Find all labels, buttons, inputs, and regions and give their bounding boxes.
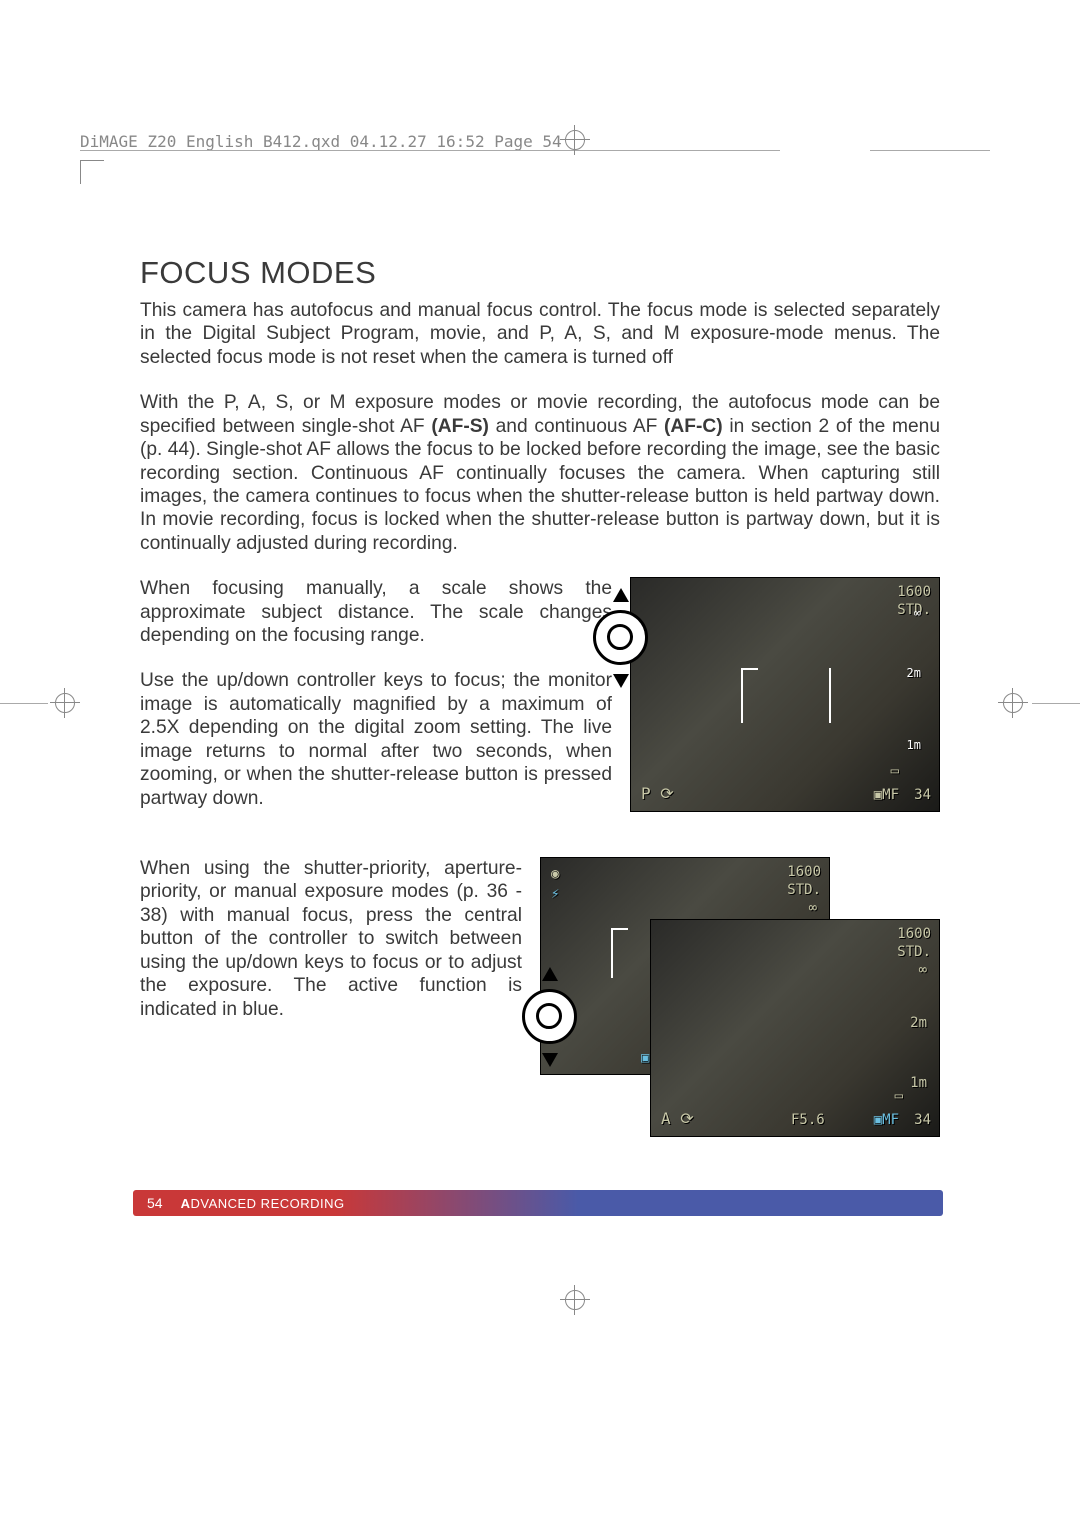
dpad-icon [500,967,600,1067]
quality-indicator: STD. [897,944,931,960]
crop-line [0,703,48,704]
flash-icon: ⚡ [551,886,559,902]
crop-line [1032,703,1080,704]
registration-mark-icon [1003,693,1023,713]
registration-mark-icon [565,130,585,150]
section-title: ADVANCED RECORDING [181,1196,345,1211]
af-c-label: (AF-C) [664,416,723,437]
aperture-value: F5.6 [791,1112,825,1128]
af-modes-paragraph: With the P, A, S, or M exposure modes or… [140,391,940,555]
registration-mark-icon [55,693,75,713]
scale-infinity: ∞ [809,900,817,916]
manual-focus-paragraph: When focusing manually, a scale shows th… [140,577,612,647]
scale-1m: 1m [910,1075,927,1091]
crop-line [80,150,780,151]
af-s-label: (AF-S) [431,416,489,437]
camera-lcd-screenshot-3: 1600 STD. ∞ 2m 1m A ⟳ F5.6 ▣MF 34 ▭ [650,919,940,1137]
resolution-indicator: 1600 [787,864,821,880]
rec-icon: ◉ [551,866,559,882]
controller-keys-paragraph: Use the up/down controller keys to focus… [140,669,612,810]
mf-indicator: ▣MF [874,787,899,803]
resolution-indicator: 1600 [897,926,931,942]
scale-2m: 2m [907,666,921,680]
overlapping-screenshots: ◉ ⚡ 1600 STD. ∞ 2m 1m ▣F5.6 34 ▭ 1600 ST… [540,857,940,1137]
text: and continuous AF [489,416,664,437]
scale-infinity: ∞ [914,606,921,620]
dpad-icon [571,588,671,688]
mf-indicator: ▣MF [874,1112,899,1128]
page-title: FOCUS MODES [140,255,940,291]
footer-bar: 54 ADVANCED RECORDING [133,1190,943,1216]
scale-1m: 1m [907,738,921,752]
frame-counter: 34 [914,787,931,803]
scale-infinity: ∞ [919,962,927,978]
mode-indicator: A ⟳ [661,1109,694,1128]
camera-lcd-screenshot-1: 1600 STD. ∞ 2m 1m P ⟳ ▣MF 34 ▭ [630,577,940,812]
quality-indicator: STD. [787,882,821,898]
crop-line [870,150,990,151]
scale-2m: 2m [910,1015,927,1031]
card-icon: ▭ [895,1088,903,1104]
page-number: 54 [147,1195,163,1211]
focus-bracket-icon [741,668,831,723]
priority-mode-paragraph: When using the shutter-priority, apertur… [140,857,522,1021]
registration-mark-icon [565,1290,585,1310]
focus-distance-scale: ∞ 2m 1m [901,588,931,768]
mode-indicator: P ⟳ [641,784,674,803]
card-icon: ▭ [891,763,899,779]
qxd-header: DiMAGE_Z20_English_B412.qxd 04.12.27 16:… [80,132,562,151]
crop-corner [80,160,104,184]
intro-paragraph: This camera has autofocus and manual foc… [140,299,940,369]
frame-counter: 34 [914,1112,931,1128]
